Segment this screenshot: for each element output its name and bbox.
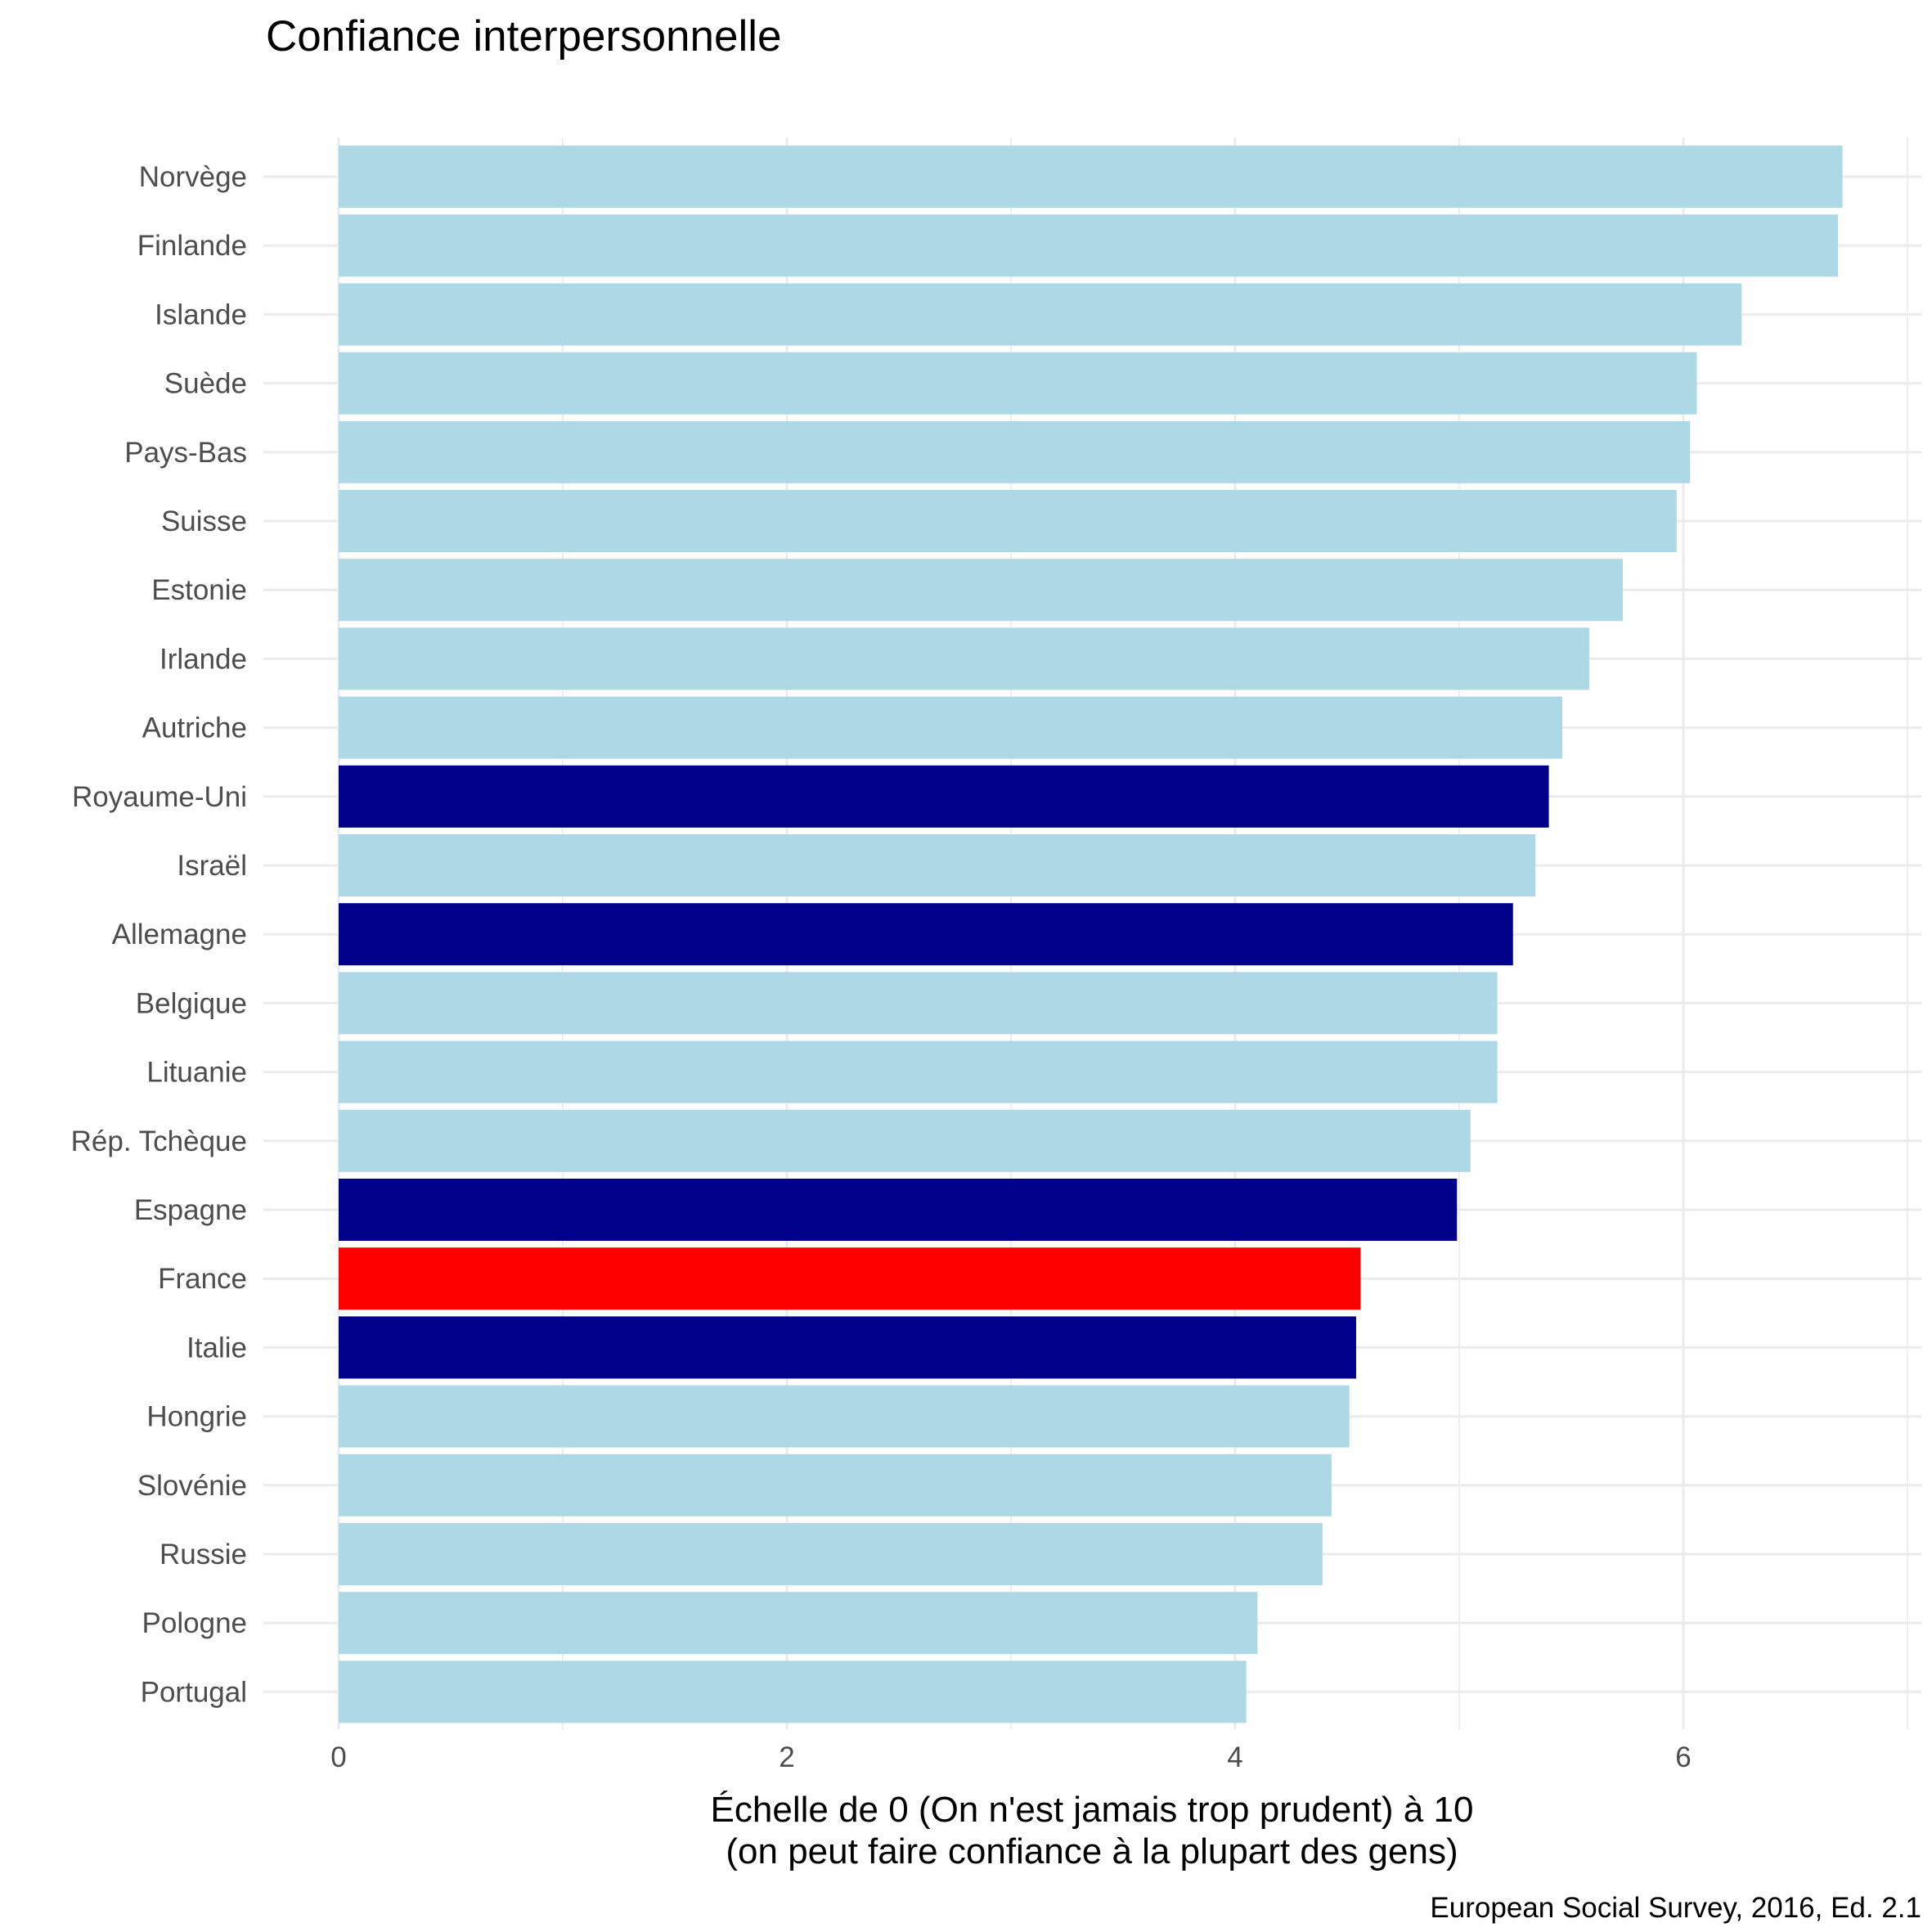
bar-11 bbox=[339, 903, 1513, 966]
x-axis-label-line-2: (on peut faire confiance à la plupart de… bbox=[726, 1831, 1458, 1871]
bar-22 bbox=[339, 1660, 1247, 1723]
chart-caption: European Social Survey, 2016, Ed. 2.1 bbox=[1430, 1892, 1921, 1924]
bar-4 bbox=[339, 420, 1691, 483]
y-label-20: Russie bbox=[160, 1539, 247, 1570]
y-label-14: Rép. Tchèque bbox=[71, 1126, 247, 1157]
bar-5 bbox=[339, 490, 1677, 552]
y-label-12: Belgique bbox=[136, 987, 247, 1019]
y-label-9: Royaume-Uni bbox=[72, 781, 247, 813]
y-label-16: France bbox=[158, 1263, 247, 1295]
bar-6 bbox=[339, 559, 1624, 622]
bar-9 bbox=[339, 765, 1549, 828]
bar-0 bbox=[339, 146, 1843, 208]
y-label-6: Estonie bbox=[151, 574, 247, 606]
y-label-13: Lituanie bbox=[146, 1057, 247, 1089]
bar-12 bbox=[339, 972, 1498, 1035]
bar-17 bbox=[339, 1316, 1356, 1379]
bar-14 bbox=[339, 1109, 1471, 1172]
bar-15 bbox=[339, 1179, 1458, 1241]
bar-2 bbox=[339, 283, 1742, 346]
bars bbox=[339, 146, 1843, 1723]
x-axis-label-line-1: Échelle de 0 (On n'est jamais trop prude… bbox=[711, 1790, 1474, 1830]
bar-13 bbox=[339, 1040, 1498, 1103]
y-label-22: Portugal bbox=[141, 1676, 247, 1708]
bar-20 bbox=[339, 1523, 1323, 1585]
bar-7 bbox=[339, 627, 1589, 690]
bar-18 bbox=[339, 1385, 1350, 1448]
y-label-2: Islande bbox=[155, 299, 247, 330]
bar-3 bbox=[339, 352, 1697, 415]
y-label-0: Norvège bbox=[139, 161, 247, 193]
bar-10 bbox=[339, 834, 1536, 896]
bar-8 bbox=[339, 696, 1563, 759]
y-label-17: Italie bbox=[186, 1332, 247, 1364]
y-label-3: Suède bbox=[164, 368, 247, 400]
y-label-10: Israël bbox=[177, 850, 247, 882]
y-label-19: Slovénie bbox=[137, 1470, 247, 1502]
y-label-11: Allemagne bbox=[112, 919, 247, 950]
bar-19 bbox=[339, 1453, 1332, 1516]
y-axis-labels: Norvège Finlande Islande Suède Pays-Bas Suiss… bbox=[71, 161, 247, 1708]
x-tick-label-3: 6 bbox=[1675, 1741, 1691, 1773]
x-tick-label-2: 4 bbox=[1227, 1741, 1242, 1773]
x-tick-label-0: 0 bbox=[330, 1741, 346, 1773]
y-label-18: Hongrie bbox=[146, 1401, 247, 1433]
x-tick-label-1: 2 bbox=[779, 1741, 794, 1773]
y-label-7: Irlande bbox=[160, 643, 247, 675]
chart-title: Confiance interpersonnelle bbox=[266, 12, 782, 61]
y-label-4: Pays-Bas bbox=[124, 437, 247, 469]
bar-21 bbox=[339, 1592, 1258, 1655]
x-axis-ticks: 0 2 4 6 bbox=[330, 1741, 1691, 1773]
bar-16 bbox=[339, 1247, 1361, 1310]
y-label-15: Espagne bbox=[134, 1194, 247, 1226]
bar-1 bbox=[339, 214, 1839, 277]
y-label-21: Pologne bbox=[142, 1607, 247, 1639]
y-label-8: Autriche bbox=[142, 712, 247, 744]
y-label-5: Suisse bbox=[161, 505, 247, 537]
y-label-1: Finlande bbox=[137, 230, 247, 262]
